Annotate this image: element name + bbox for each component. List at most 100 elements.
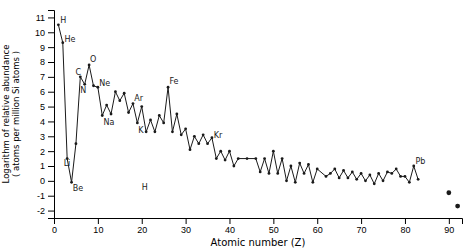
point — [149, 119, 152, 122]
tick-label: 5 — [40, 102, 45, 112]
point — [237, 157, 240, 160]
point — [399, 175, 402, 178]
tick-label: 7 — [40, 72, 45, 82]
y-axis-title-line: ( atoms per million Si atoms ) — [11, 51, 21, 177]
annotation: Be — [73, 184, 83, 193]
point — [338, 176, 341, 179]
axis-line — [55, 219, 463, 225]
tick: 30 — [181, 218, 191, 235]
tick: 11 — [36, 13, 54, 23]
tick: 10 — [93, 218, 103, 235]
point — [197, 142, 200, 145]
tick-mark — [361, 218, 362, 224]
tick-label: 11 — [36, 13, 45, 23]
tick-mark — [186, 218, 187, 224]
tick-mark — [48, 151, 54, 152]
point — [215, 157, 218, 160]
tick-mark — [48, 107, 54, 108]
point — [329, 172, 332, 175]
tick-label: 30 — [181, 225, 191, 235]
tick-mark — [48, 196, 54, 197]
tick-label: 8 — [40, 57, 45, 67]
point — [224, 159, 227, 162]
tick-label: 9 — [40, 43, 45, 53]
point — [154, 130, 157, 133]
tick-label: 0 — [52, 225, 57, 235]
point — [368, 174, 371, 177]
tick-mark — [405, 218, 406, 224]
tick: 4 — [40, 117, 54, 127]
point — [382, 179, 385, 182]
tick-mark — [98, 218, 99, 224]
annotation: O — [90, 55, 96, 64]
tick-label: 3 — [40, 132, 45, 142]
y-axis-title: Logarithm of relative abundance( atoms p… — [1, 45, 21, 184]
tick-mark — [48, 166, 54, 167]
point — [390, 172, 393, 175]
point — [193, 135, 196, 138]
y-axis: -2-101234567891011 — [35, 11, 55, 219]
point — [373, 182, 376, 185]
point — [228, 150, 231, 153]
point — [386, 171, 389, 174]
annotation: Ar — [134, 94, 143, 103]
point — [75, 142, 78, 145]
tick-mark — [449, 218, 450, 224]
line — [58, 25, 418, 184]
point — [202, 133, 205, 136]
tick-label: 60 — [313, 225, 323, 235]
chart: 0102030405060708090-2-101234567891011HHe… — [0, 0, 474, 250]
tick-mark — [48, 47, 54, 48]
tick-label: 10 — [93, 225, 103, 235]
point — [140, 105, 143, 108]
tick: -1 — [37, 191, 54, 201]
annotation: H — [60, 16, 66, 25]
point — [118, 99, 121, 102]
tick: 70 — [357, 218, 367, 235]
point — [219, 150, 222, 153]
point — [360, 172, 363, 175]
tick-label: 90 — [444, 225, 454, 235]
markers — [57, 23, 420, 185]
tick: 9 — [40, 43, 54, 53]
point — [333, 168, 336, 171]
tick-label: 40 — [225, 225, 235, 235]
tick: 60 — [313, 218, 323, 235]
point — [446, 190, 451, 195]
point — [123, 92, 126, 95]
tick-mark — [48, 92, 54, 93]
point — [298, 162, 301, 165]
point — [175, 113, 178, 116]
tick-mark — [48, 32, 54, 33]
tick-mark — [317, 218, 318, 224]
annotation: Fe — [169, 77, 178, 86]
tick-mark — [48, 136, 54, 137]
tick-label: 4 — [40, 117, 45, 127]
point — [276, 172, 279, 175]
annotation: Ne — [99, 79, 110, 88]
point — [395, 168, 398, 171]
tick-mark — [48, 62, 54, 63]
tick-mark — [48, 211, 54, 212]
point — [316, 168, 319, 171]
tick-mark — [273, 218, 274, 224]
annotation: He — [65, 35, 76, 44]
tick-label: 50 — [269, 225, 279, 235]
y-axis-title-line: Logarithm of relative abundance — [1, 45, 11, 184]
point — [364, 179, 367, 182]
tick-mark — [48, 77, 54, 78]
tick: 0 — [40, 176, 54, 186]
tick-mark — [229, 218, 230, 224]
point — [285, 179, 288, 182]
point — [206, 142, 209, 145]
point — [408, 181, 411, 184]
tick: 1 — [40, 161, 54, 171]
annotations: HHeLiBeCNONeNaArKFeKrHPb — [60, 16, 425, 193]
annotation: Pb — [415, 157, 425, 166]
point — [246, 157, 249, 160]
tick-mark — [48, 121, 54, 122]
point — [136, 122, 139, 125]
tick-label: 1 — [40, 161, 45, 171]
point — [311, 181, 314, 184]
tick-mark — [142, 218, 143, 224]
